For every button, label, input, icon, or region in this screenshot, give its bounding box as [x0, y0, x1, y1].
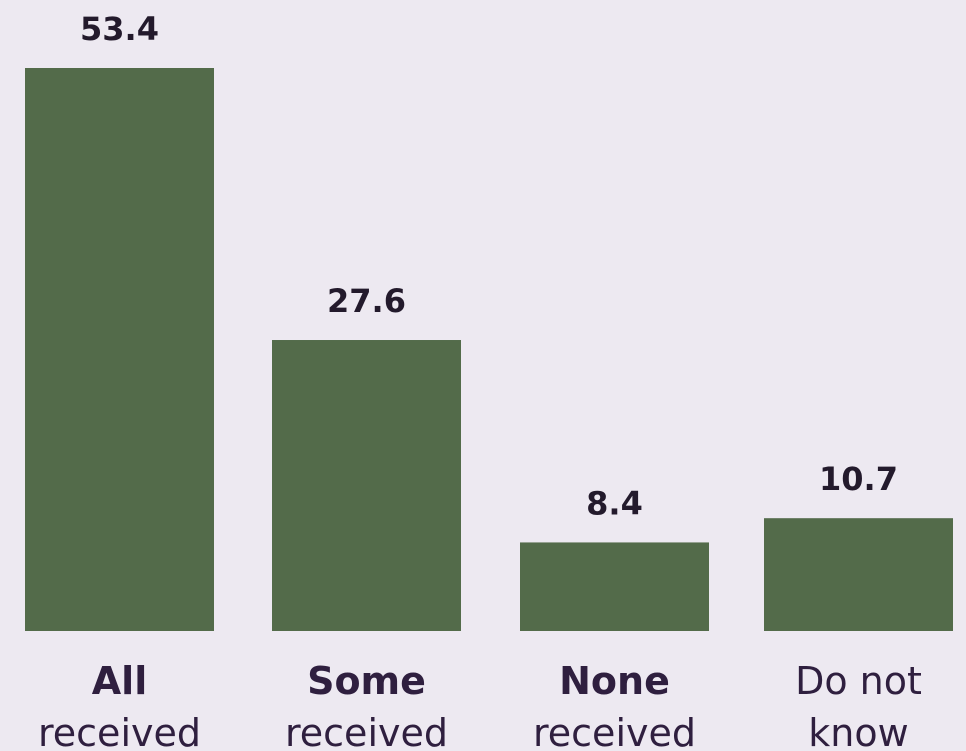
category-label-1-line-0: Some	[307, 659, 426, 703]
value-label-1: 27.6	[327, 282, 406, 320]
bars-group	[25, 68, 953, 631]
bar-2	[520, 542, 709, 631]
value-labels-group: 53.4 27.6 8.4 10.7	[80, 10, 898, 522]
value-label-2: 8.4	[586, 484, 643, 522]
bar-0	[25, 68, 214, 631]
value-label-3: 10.7	[819, 460, 898, 498]
category-label-3-line-0: Do not	[795, 659, 922, 703]
category-label-2-line-0: None	[559, 659, 670, 703]
bar-3	[764, 518, 953, 631]
category-label-3-line-1: know	[808, 711, 908, 751]
bar-1	[272, 340, 461, 631]
value-label-0: 53.4	[80, 10, 159, 48]
category-label-2-line-1: received	[533, 711, 696, 751]
category-label-0-line-0: All	[92, 659, 147, 703]
category-labels-group: All received Some received None received Do no…	[38, 659, 922, 751]
category-label-0-line-1: received	[38, 711, 201, 751]
category-label-1-line-1: received	[285, 711, 448, 751]
